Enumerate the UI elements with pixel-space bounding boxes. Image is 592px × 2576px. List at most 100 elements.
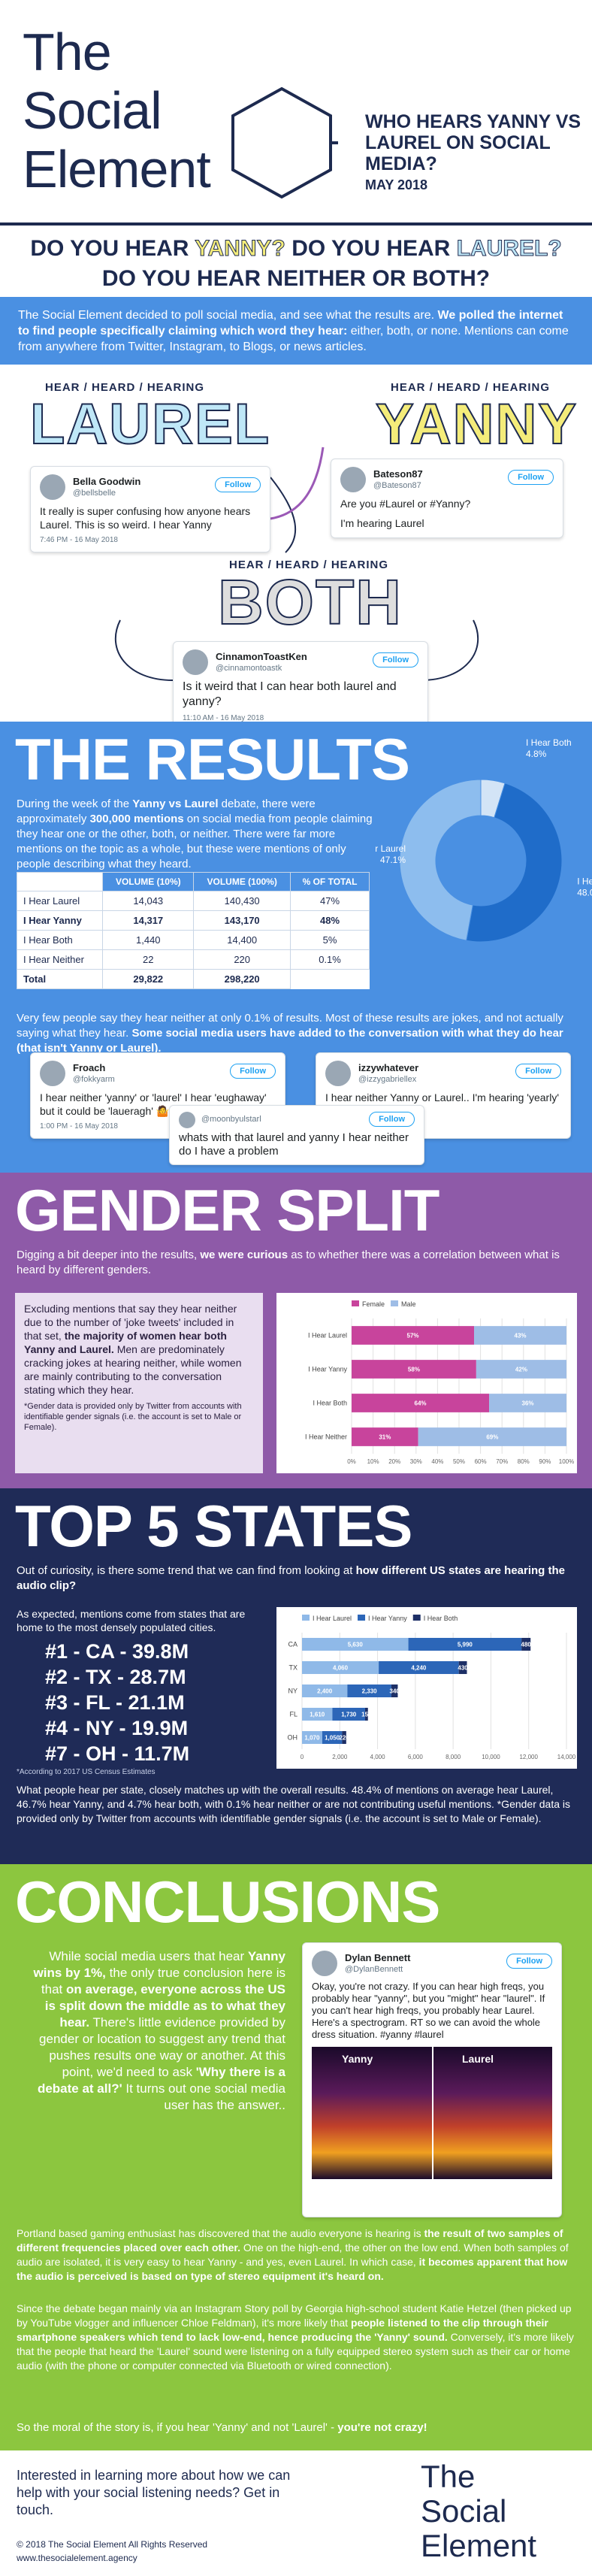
table-cell: I Hear Both <box>16 930 104 950</box>
bar-segment <box>342 1730 346 1745</box>
tweet-card: Bella Goodwin @bellsbelle Follow It real… <box>30 466 270 552</box>
intro-text: The Social Element decided to poll socia… <box>18 307 574 355</box>
legend-label: I Hear Yanny <box>368 1615 407 1622</box>
bar-label: 42% <box>515 1367 527 1373</box>
donut-slice <box>466 782 563 943</box>
legend-label: Female <box>362 1300 385 1308</box>
question-band: DO YOU HEAR YANNY? DO YOU HEAR LAUREL? D… <box>0 229 592 297</box>
text-bold: people listened to the clip through thei… <box>17 2317 548 2343</box>
text: Portland based gaming enthusiast has dis… <box>17 2227 421 2239</box>
state-item: #2 - TX - 28.7M <box>45 1666 186 1688</box>
tweet-header: Froach @fokkyarm Follow <box>40 1061 276 1091</box>
header-title: WHO HEARS YANNY VS LAUREL ON SOCIAL MEDI… <box>365 111 581 174</box>
table-cell: 5% <box>290 930 370 950</box>
results-table: VOLUME (10%) VOLUME (100%) % OF TOTAL I … <box>16 872 370 989</box>
tweet-time: 11:10 AM - 16 May 2018 <box>183 714 264 722</box>
logo-word: Element <box>421 2528 537 2563</box>
bar-segment <box>379 1660 459 1675</box>
x-tick-label: 30% <box>410 1458 422 1465</box>
conclusion-para: Since the debate began mainly via an Ins… <box>17 2302 575 2373</box>
state-item: #1 - CA - 39.8M <box>45 1640 189 1663</box>
results-section: THE RESULTS During the week of the Yanny… <box>0 722 592 1173</box>
text: There's little evidence provided by gend… <box>39 2015 285 2079</box>
tweet-author: Bella Goodwin <box>73 476 141 487</box>
table-header-row: VOLUME (10%) VOLUME (100%) % OF TOTAL <box>16 872 370 891</box>
tweet-header: @moonbyulstarl Follow <box>179 1112 415 1131</box>
tweet-card: CinnamonToastKen @cinnamontoastk Follow … <box>173 641 428 722</box>
x-tick-label: 100% <box>559 1458 574 1465</box>
conclusion-para: Portland based gaming enthusiast has dis… <box>17 2226 575 2284</box>
section-title: THE RESULTS <box>15 726 410 792</box>
results-text: During the week of the Yanny vs Laurel d… <box>17 797 377 872</box>
table-cell: 143,170 <box>193 910 291 931</box>
avatar <box>40 1061 65 1086</box>
y-tick-label: FL <box>289 1711 298 1718</box>
x-tick-label: 10% <box>367 1458 379 1465</box>
x-tick-label: 40% <box>431 1458 443 1465</box>
footer-cta: Interested in learning more about how we… <box>17 2468 291 2517</box>
bar-label: 480 <box>521 1642 532 1648</box>
tweet-handle: @izzygabriellex <box>358 1075 417 1084</box>
legend-swatch <box>358 1615 366 1621</box>
gender-chart: Female Male 0% 10% 20% 30% 40% 50% 60% 70% 80% 90% 1… <box>276 1293 577 1473</box>
bar-label: 1,070 <box>304 1735 320 1742</box>
text-bold: We polled the internet to find people sp… <box>18 309 563 338</box>
table-header: VOLUME (100%) <box>193 872 291 891</box>
text: While social media users that hear <box>49 1949 245 1963</box>
logo-word: The <box>23 23 112 81</box>
x-tick-label: 12,000 <box>519 1754 538 1760</box>
section-title: CONCLUSIONS <box>15 1869 440 1935</box>
bar-segment <box>489 1394 566 1412</box>
table-row: I Hear Yanny 14,317 143,170 48% <box>16 910 370 931</box>
bar-label: 36% <box>522 1400 534 1407</box>
follow-button[interactable]: Follow <box>515 1064 561 1079</box>
hear-label: HEAR / HEARD / HEARING <box>391 381 551 394</box>
y-tick-label: I Hear Neither <box>305 1433 347 1441</box>
text: either, both, or none. Mentions can come… <box>18 325 569 353</box>
tweet-text: whats with that laurel and yanny I hear … <box>179 1131 409 1158</box>
bar-label: 43% <box>515 1333 527 1339</box>
y-tick-label: TX <box>288 1664 298 1672</box>
tweet-header: izzywhatever @izzygabriellex Follow <box>325 1061 561 1091</box>
states-section: TOP 5 STATES Out of curiosity, is there … <box>0 1488 592 1864</box>
follow-button[interactable]: Follow <box>508 470 554 485</box>
x-tick-label: 20% <box>388 1458 400 1465</box>
table-cell: 298,220 <box>193 969 291 989</box>
tweet-author: izzywhatever <box>358 1062 419 1073</box>
text-bold: we were curious <box>200 1249 288 1261</box>
states-text: What people hear per state, closely matc… <box>17 1784 571 1824</box>
arrow <box>270 446 325 520</box>
logo-hexagon <box>231 86 338 199</box>
follow-button[interactable]: Follow <box>369 1112 415 1127</box>
follow-button[interactable]: Follow <box>215 477 261 492</box>
text-bold: the majority of women hear both Yanny an… <box>24 1330 227 1355</box>
avatar <box>312 1951 337 1976</box>
text-bold: 300,000 mentions <box>89 813 184 825</box>
states-chart: I Hear Laurel I Hear Yanny I Hear Both 0 2,0… <box>276 1607 577 1769</box>
follow-button[interactable]: Follow <box>230 1064 276 1079</box>
tweet-author: Bateson87 <box>373 468 423 480</box>
legend-swatch <box>302 1615 310 1621</box>
bar-segment <box>418 1427 566 1446</box>
slice-label: I Hear Yanny <box>577 876 592 886</box>
state-list: #1 - CA - 39.8M #2 - TX - 28.7M #3 - FL … <box>45 1639 189 1766</box>
text: Digging a bit deeper into the results, <box>17 1249 198 1261</box>
x-tick-label: 14,000 <box>557 1754 576 1760</box>
x-tick-label: 70% <box>496 1458 508 1465</box>
states-text: As expected, mentions come from states t… <box>17 1608 246 1633</box>
x-tick-label: 0 <box>301 1754 304 1760</box>
state-item: #3 - FL - 21.1M <box>45 1691 185 1714</box>
table-cell: 22 <box>102 949 195 970</box>
bar-label: 430 <box>458 1665 468 1672</box>
tweet-handle: @fokkyarm <box>73 1075 115 1084</box>
divider <box>0 222 592 226</box>
tweet-time: 1:00 PM - 16 May 2018 <box>40 1122 118 1131</box>
follow-button[interactable]: Follow <box>506 1954 552 1969</box>
bar-label: 57% <box>407 1333 419 1339</box>
donut-slice <box>399 779 482 941</box>
bar-label: 64% <box>415 1400 427 1407</box>
text: Men are predominately cracking jokes at … <box>24 1343 242 1396</box>
tweet-header: Bateson87 @Bateson87 Follow <box>340 467 554 497</box>
follow-button[interactable]: Follow <box>373 652 418 667</box>
